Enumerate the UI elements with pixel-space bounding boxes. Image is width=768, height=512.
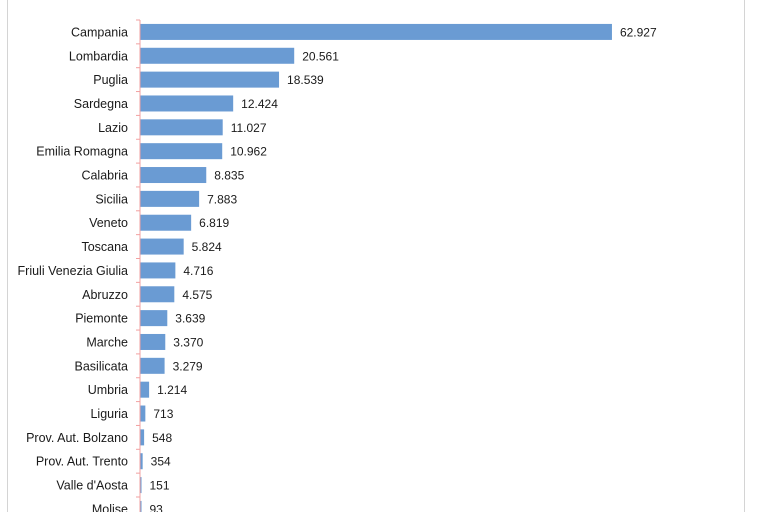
bar-calabria: [140, 167, 207, 184]
bar-friuli-venezia-giulia: [140, 262, 176, 279]
category-label-sardegna: Sardegna: [74, 97, 128, 111]
category-label-valle-d-aosta: Valle d'Aosta: [56, 479, 128, 493]
category-label-basilicata: Basilicata: [75, 359, 129, 373]
value-label-toscana: 5.824: [192, 240, 222, 254]
value-label-umbria: 1.214: [157, 383, 187, 397]
value-label-prov-aut-trento: 354: [151, 455, 171, 469]
frame-right-border: [744, 0, 745, 512]
category-label-liguria: Liguria: [90, 407, 128, 421]
category-label-calabria: Calabria: [81, 169, 128, 183]
value-label-lombardia: 20.561: [302, 49, 339, 63]
bar-campania: [140, 23, 612, 40]
bar-sicilia: [140, 190, 200, 207]
category-label-toscana: Toscana: [81, 240, 128, 254]
bar-lazio: [140, 119, 223, 136]
category-label-abruzzo: Abruzzo: [82, 288, 128, 302]
category-label-prov-aut-bolzano: Prov. Aut. Bolzano: [26, 431, 128, 445]
category-label-sicilia: Sicilia: [95, 192, 128, 206]
value-label-molise: 93: [150, 502, 164, 512]
bar-molise: [140, 500, 142, 512]
bar-piemonte: [140, 310, 168, 327]
category-axis: [136, 19, 141, 512]
bar-lombardia: [140, 47, 295, 64]
bar-marche: [140, 333, 166, 350]
category-label-puglia: Puglia: [93, 73, 128, 87]
value-label-friuli-venezia-giulia: 4.716: [183, 264, 213, 278]
bar-liguria: [140, 405, 146, 422]
bar-veneto: [140, 214, 192, 231]
category-label-piemonte: Piemonte: [75, 312, 128, 326]
bar-emilia-romagna: [140, 143, 223, 160]
category-label-lazio: Lazio: [98, 121, 128, 135]
value-label-basilicata: 3.279: [173, 359, 203, 373]
category-label-marche: Marche: [86, 335, 128, 349]
value-label-valle-d-aosta: 151: [150, 479, 170, 493]
value-label-campania: 62.927: [620, 25, 657, 39]
bar-valle-d-aosta: [140, 477, 142, 494]
value-label-calabria: 8.835: [214, 169, 244, 183]
bar-sardegna: [140, 95, 234, 112]
category-label-friuli-venezia-giulia: Friuli Venezia Giulia: [18, 264, 129, 278]
value-label-prov-aut-bolzano: 548: [152, 431, 172, 445]
category-label-campania: Campania: [71, 25, 128, 39]
bar-prov-aut-bolzano: [140, 429, 145, 446]
value-label-sicilia: 7.883: [207, 192, 237, 206]
category-label-prov-aut-trento: Prov. Aut. Trento: [36, 455, 128, 469]
value-label-puglia: 18.539: [287, 73, 324, 87]
value-label-abruzzo: 4.575: [182, 288, 212, 302]
value-label-marche: 3.370: [173, 335, 203, 349]
bar-umbria: [140, 381, 150, 398]
value-label-veneto: 6.819: [199, 216, 229, 230]
bar-abruzzo: [140, 286, 175, 303]
value-labels: 62.927 20.561 18.539 12.424 11.027 10.962 8.83…: [150, 25, 657, 512]
category-label-veneto: Veneto: [89, 216, 128, 230]
category-label-umbria: Umbria: [88, 383, 128, 397]
value-label-sardegna: 12.424: [241, 97, 278, 111]
bar-toscana: [140, 238, 184, 255]
bar-basilicata: [140, 357, 165, 374]
value-label-emilia-romagna: 10.962: [230, 145, 267, 159]
value-label-lazio: 11.027: [231, 121, 267, 135]
category-label-molise: Molise: [92, 502, 128, 512]
bar-puglia: [140, 71, 280, 88]
category-label-lombardia: Lombardia: [69, 49, 128, 63]
category-labels: Campania Lombardia Puglia Sardegna Lazio Emil…: [18, 25, 129, 512]
bar-prov-aut-trento: [140, 453, 143, 470]
bars-group: [140, 23, 612, 512]
value-label-piemonte: 3.639: [175, 312, 205, 326]
value-label-liguria: 713: [153, 407, 173, 421]
frame-left-border: [7, 0, 8, 512]
category-label-emilia-romagna: Emilia Romagna: [36, 145, 128, 159]
